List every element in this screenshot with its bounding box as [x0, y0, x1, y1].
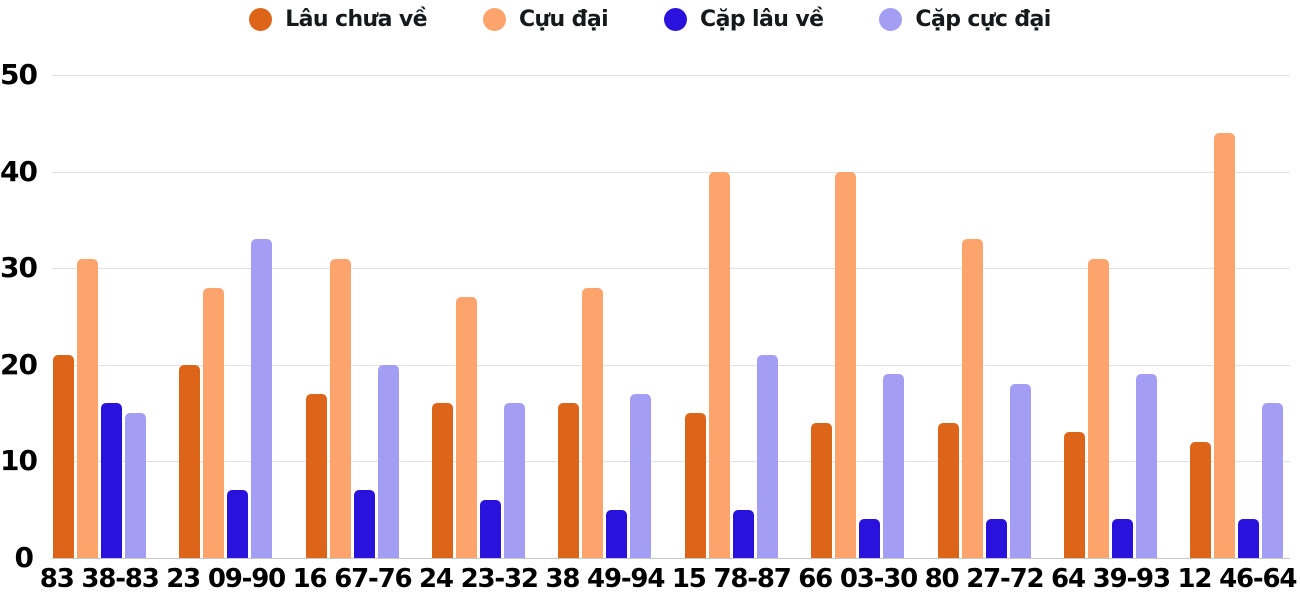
bar-series3-cat0[interactable]	[124, 413, 146, 558]
bar-series3-cat5[interactable]	[756, 355, 778, 558]
bar-series3-cat2[interactable]	[377, 365, 399, 558]
bar-group-0	[36, 75, 162, 558]
x-tick-label: 12 46-64	[1177, 564, 1297, 594]
bar-series2-cat7[interactable]	[985, 519, 1007, 558]
x-tick-label: 66 03-30	[798, 564, 918, 594]
plot-area	[36, 75, 1300, 558]
bar-series2-cat4[interactable]	[606, 510, 628, 558]
legend-item-0[interactable]: Lâu chưa về	[249, 7, 428, 32]
y-tick-label: 20	[0, 347, 38, 381]
bar-series0-cat0[interactable]	[52, 355, 74, 558]
legend-color-dot-icon	[482, 8, 506, 31]
bar-group-5	[668, 75, 794, 558]
bar-series1-cat9[interactable]	[1214, 133, 1236, 558]
y-tick-label: 10	[0, 444, 38, 478]
bar-series1-cat5[interactable]	[708, 172, 730, 558]
bar-series1-cat2[interactable]	[329, 259, 351, 558]
y-tick-label: 0	[14, 541, 34, 574]
bar-series0-cat9[interactable]	[1190, 442, 1212, 558]
legend-color-dot-icon	[664, 8, 688, 31]
y-tick-label: 30	[0, 251, 38, 285]
bar-series3-cat8[interactable]	[1135, 374, 1157, 558]
bar-series2-cat0[interactable]	[100, 403, 122, 558]
bar-series2-cat5[interactable]	[732, 510, 754, 558]
bar-group-1	[162, 75, 288, 558]
bar-series1-cat6[interactable]	[835, 172, 857, 558]
legend-label: Cựu đại	[518, 7, 609, 32]
x-tick-label: 16 67-76	[292, 564, 413, 594]
gridline	[52, 75, 1290, 76]
bar-group-9	[1174, 75, 1300, 558]
bar-group-8	[1047, 75, 1173, 558]
chart-legend: Lâu chưa về Cựu đại Cặp lâu về Cặp cực đại	[0, 7, 1300, 32]
bar-series1-cat4[interactable]	[582, 288, 604, 558]
bar-series1-cat3[interactable]	[455, 297, 477, 558]
bar-series0-cat3[interactable]	[431, 403, 453, 558]
x-axis: 83 38-83 23 09-90 16 67-76 24 23-32 38 49-94…	[36, 564, 1300, 594]
legend-label: Cặp cực đại	[915, 7, 1051, 32]
bar-group-4	[542, 75, 668, 558]
bar-series2-cat6[interactable]	[859, 519, 881, 558]
x-axis-baseline	[52, 558, 1290, 559]
bar-series0-cat2[interactable]	[305, 394, 327, 558]
gridline	[52, 364, 1290, 366]
x-tick-label: 38 49-94	[545, 564, 665, 594]
bar-series1-cat0[interactable]	[76, 259, 98, 558]
bar-series0-cat1[interactable]	[179, 365, 201, 558]
bar-series0-cat4[interactable]	[558, 403, 580, 558]
bar-series2-cat1[interactable]	[227, 490, 249, 558]
legend-item-2[interactable]: Cặp lâu về	[664, 7, 824, 32]
gridline	[52, 171, 1290, 173]
bar-series0-cat6[interactable]	[811, 423, 833, 558]
gridline	[52, 268, 1290, 270]
x-tick-label: 83 38-83	[39, 564, 160, 594]
x-tick-label: 24 23-32	[419, 564, 539, 594]
bar-series1-cat8[interactable]	[1087, 259, 1109, 558]
gridline	[52, 461, 1290, 463]
x-tick-label: 15 78-87	[671, 564, 792, 594]
legend-item-1[interactable]: Cựu đại	[482, 7, 609, 32]
bar-series3-cat3[interactable]	[503, 403, 525, 558]
x-tick-label: 23 09-90	[166, 564, 286, 594]
bar-series3-cat1[interactable]	[251, 239, 273, 558]
bar-series3-cat9[interactable]	[1262, 403, 1284, 558]
x-tick-label: 80 27-72	[924, 564, 1045, 594]
bar-group-2	[289, 75, 415, 558]
bar-series2-cat2[interactable]	[353, 490, 375, 558]
bar-series3-cat6[interactable]	[883, 374, 905, 558]
x-tick-label: 64 39-93	[1051, 564, 1171, 594]
bar-series2-cat3[interactable]	[479, 500, 501, 558]
bar-series3-cat7[interactable]	[1009, 384, 1031, 558]
bar-series2-cat9[interactable]	[1238, 519, 1260, 558]
legend-color-dot-icon	[249, 8, 273, 31]
legend-label: Cặp lâu về	[700, 7, 824, 32]
bar-series0-cat5[interactable]	[684, 413, 706, 558]
y-tick-label: 40	[0, 154, 38, 188]
bar-series1-cat7[interactable]	[961, 239, 983, 558]
y-tick-label: 50	[0, 58, 38, 91]
bar-series2-cat8[interactable]	[1111, 519, 1133, 558]
bar-series3-cat4[interactable]	[630, 394, 652, 558]
legend-item-3[interactable]: Cặp cực đại	[879, 7, 1051, 32]
legend-label: Lâu chưa về	[285, 7, 427, 32]
bar-series1-cat1[interactable]	[203, 288, 225, 558]
bar-group-3	[415, 75, 541, 558]
bar-group-6	[794, 75, 920, 558]
bar-series0-cat7[interactable]	[937, 423, 959, 558]
bar-group-7	[921, 75, 1047, 558]
bar-series0-cat8[interactable]	[1063, 432, 1085, 558]
legend-color-dot-icon	[879, 8, 903, 31]
